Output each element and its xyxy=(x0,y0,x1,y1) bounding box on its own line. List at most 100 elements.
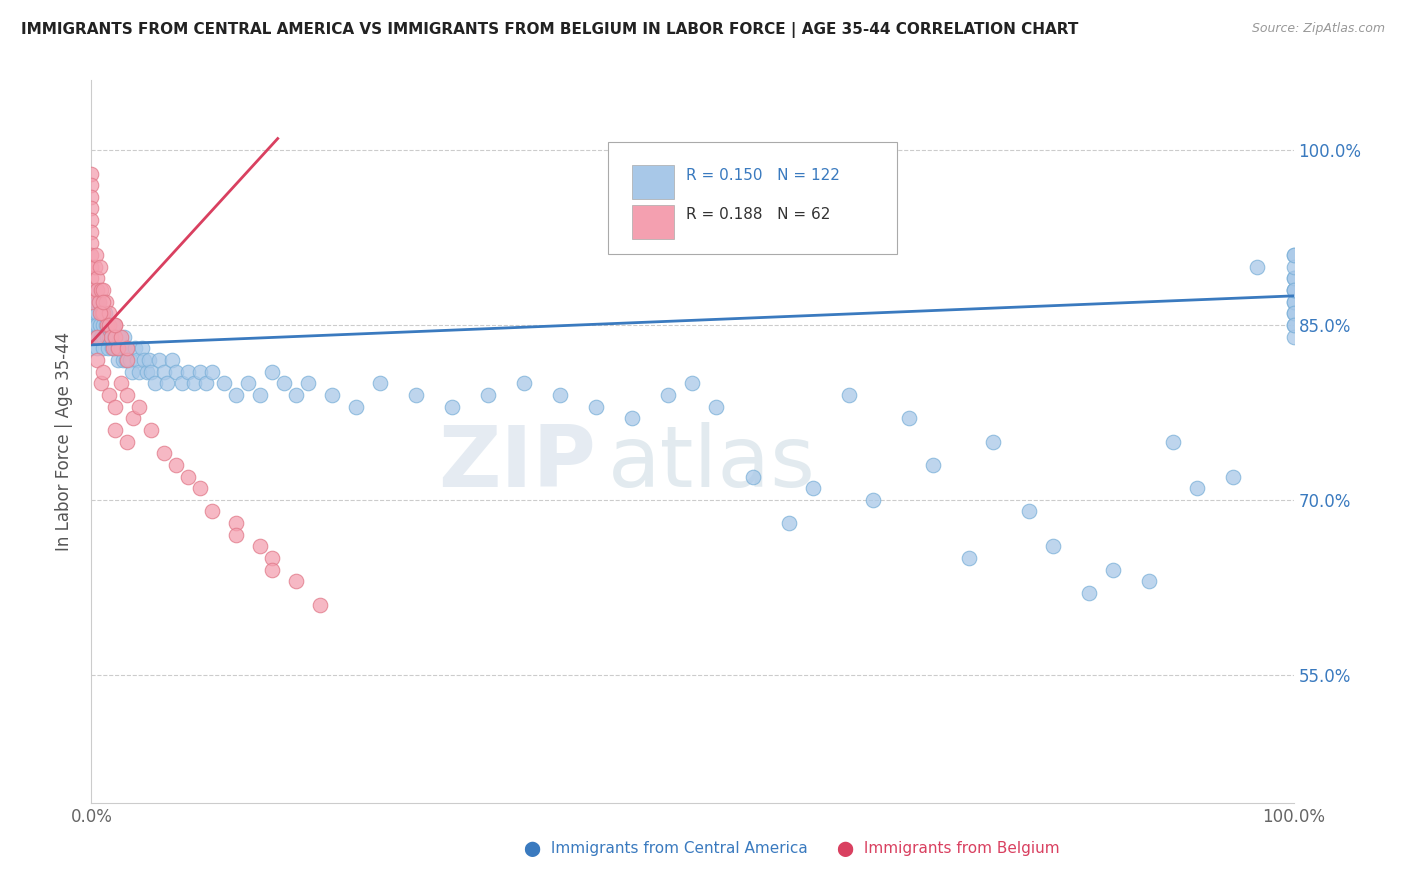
Point xyxy=(86,329,108,343)
Point xyxy=(152,365,174,379)
Point xyxy=(124,341,146,355)
Point xyxy=(86,318,108,332)
Point xyxy=(170,376,193,391)
Point xyxy=(89,306,111,320)
Point xyxy=(1282,329,1305,343)
Point xyxy=(548,388,571,402)
Point xyxy=(1137,574,1160,589)
Point xyxy=(249,388,271,402)
Point xyxy=(165,458,187,472)
Point xyxy=(84,318,107,332)
Point xyxy=(513,376,536,391)
Point xyxy=(194,376,217,391)
Point xyxy=(96,318,118,332)
Point xyxy=(225,388,247,402)
Point xyxy=(741,469,763,483)
Point xyxy=(101,341,124,355)
Point xyxy=(1161,434,1184,449)
Point xyxy=(121,365,143,379)
Point xyxy=(801,481,824,495)
Point xyxy=(104,329,127,343)
Point xyxy=(89,318,111,332)
Point xyxy=(117,341,139,355)
Point xyxy=(80,329,103,343)
Point xyxy=(94,294,117,309)
Point xyxy=(104,318,127,332)
Point xyxy=(201,365,224,379)
Point xyxy=(100,329,122,343)
Point xyxy=(1246,260,1268,274)
Point xyxy=(981,434,1004,449)
Point xyxy=(90,376,112,391)
Point xyxy=(201,504,224,518)
Point xyxy=(104,341,127,355)
Point xyxy=(152,446,174,460)
Point xyxy=(122,411,145,425)
Text: Source: ZipAtlas.com: Source: ZipAtlas.com xyxy=(1251,22,1385,36)
Point xyxy=(128,365,150,379)
Point xyxy=(80,260,103,274)
Point xyxy=(98,318,121,332)
Point xyxy=(112,329,135,343)
Point xyxy=(1282,306,1305,320)
Point xyxy=(108,329,131,343)
Point xyxy=(138,353,160,368)
Point xyxy=(98,388,121,402)
Point xyxy=(131,341,153,355)
Point xyxy=(957,551,980,566)
Point xyxy=(681,376,703,391)
Point xyxy=(1282,306,1305,320)
Point xyxy=(1282,271,1305,285)
Point xyxy=(98,318,121,332)
Point xyxy=(104,400,127,414)
Point xyxy=(80,225,103,239)
Point xyxy=(260,365,283,379)
Point xyxy=(188,481,211,495)
Point xyxy=(87,294,110,309)
Point xyxy=(183,376,205,391)
Point xyxy=(100,329,122,343)
Point xyxy=(141,365,163,379)
Point xyxy=(80,306,103,320)
Point xyxy=(80,318,103,332)
Y-axis label: In Labor Force | Age 35-44: In Labor Force | Age 35-44 xyxy=(55,332,73,551)
Point xyxy=(176,365,198,379)
Point xyxy=(80,178,103,193)
Point xyxy=(110,341,132,355)
Point xyxy=(91,306,114,320)
Point xyxy=(321,388,343,402)
Bar xyxy=(633,165,675,200)
Point xyxy=(260,563,283,577)
Point xyxy=(125,353,148,368)
Point xyxy=(273,376,295,391)
Point xyxy=(344,400,367,414)
Point xyxy=(80,318,103,332)
Point xyxy=(1282,318,1305,332)
Point xyxy=(249,540,271,554)
Point xyxy=(94,318,117,332)
Point xyxy=(160,353,183,368)
Point xyxy=(91,306,114,320)
Bar xyxy=(633,204,675,239)
Point xyxy=(838,388,860,402)
Point xyxy=(284,574,307,589)
Point xyxy=(405,388,427,402)
Point xyxy=(110,329,132,343)
Point xyxy=(1282,283,1305,297)
Text: IMMIGRANTS FROM CENTRAL AMERICA VS IMMIGRANTS FROM BELGIUM IN LABOR FORCE | AGE : IMMIGRANTS FROM CENTRAL AMERICA VS IMMIG… xyxy=(21,22,1078,38)
Point xyxy=(86,283,108,297)
Point xyxy=(80,341,103,355)
Point xyxy=(1187,481,1209,495)
Point xyxy=(148,353,170,368)
Point xyxy=(118,353,141,368)
Point xyxy=(86,271,108,285)
Point xyxy=(84,248,107,262)
Point xyxy=(1282,294,1305,309)
Point xyxy=(128,400,150,414)
Point xyxy=(1282,294,1305,309)
Point xyxy=(80,190,103,204)
Point xyxy=(83,306,105,320)
Point xyxy=(225,516,247,530)
Point xyxy=(105,341,128,355)
Point xyxy=(80,213,103,227)
